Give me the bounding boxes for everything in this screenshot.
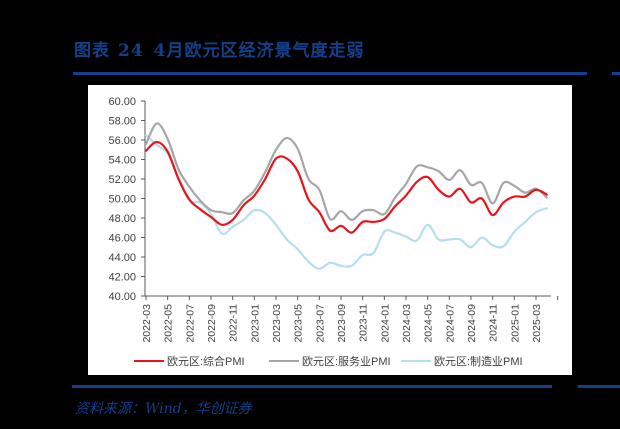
source-rule-stub [578,385,620,388]
x-tick-label: 2024-01 [379,304,391,343]
y-tick-label: 50.00 [108,194,136,206]
services-pmi-line [144,122,548,222]
x-tick-label: 2024-05 [423,304,435,343]
y-tick-label: 42.00 [108,272,136,284]
x-tick-label: 2025-03 [531,304,543,343]
y-tick-label: 52.00 [108,174,136,186]
line-chart: 60.00 58.00 56.00 54.00 52.00 50.00 48.00 46.00… [108,96,559,368]
x-tick-label: 2022-09 [206,304,218,343]
y-tick-label: 56.00 [108,135,136,147]
title-rule-stub [612,72,620,75]
y-tick-label: 44.00 [108,252,136,264]
x-tick-label: 2024-09 [466,304,478,343]
source-note: 资料来源：Wind，华创证券 [75,401,252,417]
x-tick-label: 2022-07 [184,304,196,343]
x-tick-label: 2024-07 [444,304,456,343]
x-tick-label: 2022-03 [141,304,153,343]
x-tick-label: 2022-05 [163,304,175,343]
x-tick-label: 2023-05 [293,304,305,343]
y-tick-label: 40.00 [108,291,136,303]
x-tick-label: 2023-03 [271,304,283,343]
x-tick-label: 2024-11 [488,304,500,342]
y-tick-label: 48.00 [108,213,136,225]
x-tick-label: 2023-09 [336,304,348,343]
x-tick-label: 2023-07 [314,304,326,343]
figure-number: 24 [118,41,144,61]
chart-area: 60.00 58.00 56.00 54.00 52.00 50.00 48.00 46.00… [88,85,572,375]
x-tick-label: 2022-11 [228,304,240,342]
x-tick-label: 2023-01 [249,304,261,343]
legend-label-manufacturing-pmi: 欧元区:制造业PMI [434,354,523,368]
y-tick-label: 58.00 [108,116,136,128]
legend-label-services-pmi: 欧元区:服务业PMI [302,355,391,368]
composite-pmi-line [144,140,548,234]
x-tick-label: 2024-03 [401,304,413,343]
figure-title-text: 4月欧元区经济景气度走弱 [153,41,365,61]
figure-title: 图表 24 4月欧元区经济景气度走弱 [74,36,365,64]
y-tick-label: 60.00 [108,96,136,108]
legend-label-composite-pmi: 欧元区:综合PMI [167,354,245,368]
manufacturing-pmi-line [144,134,548,270]
y-tick-label: 46.00 [108,233,136,245]
figure-label: 图表 [74,41,110,61]
x-tick-label: 2023-11 [358,304,370,342]
title-rule [73,72,587,75]
x-tick-label: 2025-01 [509,304,521,343]
source-rule [72,385,552,388]
y-tick-label: 54.00 [108,155,136,167]
